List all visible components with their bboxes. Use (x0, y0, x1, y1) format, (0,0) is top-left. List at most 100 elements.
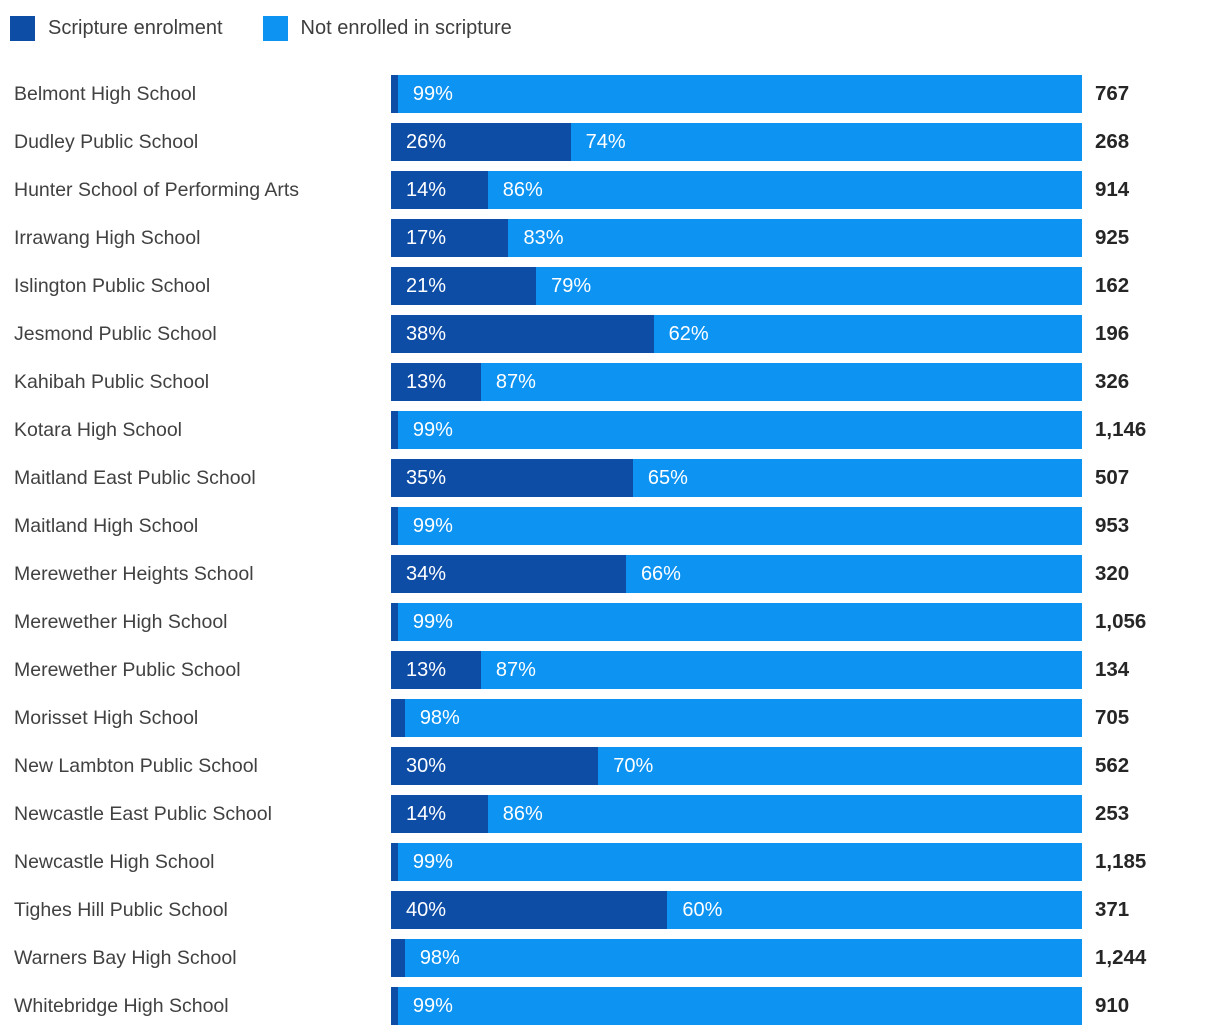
school-label: Merewether High School (14, 610, 228, 633)
table-row: Hunter School of Performing Arts 14% 86%… (0, 166, 1220, 214)
school-label: New Lambton Public School (14, 754, 258, 777)
table-row: Maitland East Public School 35% 65% 507 (0, 454, 1220, 502)
scripture-bar-segment (391, 939, 405, 977)
table-row: Belmont High School 99% 767 (0, 70, 1220, 118)
table-row: Merewether Public School 13% 87% 134 (0, 646, 1220, 694)
not-enrolled-bar-segment: 99% (397, 507, 1082, 545)
scripture-bar-segment (391, 75, 398, 113)
school-label: Tighes Hill Public School (14, 898, 228, 921)
bar-track: 99% (391, 411, 1082, 449)
scripture-pct-label: 34% (406, 562, 447, 585)
total-enrolment-value: 253 (1095, 802, 1130, 825)
not-enrolled-pct-label: 98% (419, 706, 460, 729)
total-enrolment-value: 953 (1095, 514, 1130, 537)
scripture-bar-segment (391, 843, 398, 881)
scripture-bar-segment (391, 987, 398, 1025)
legend-label: Scripture enrolment (48, 16, 223, 39)
legend-item-not-enrolled: Not enrolled in scripture (262, 15, 512, 41)
scripture-bar-segment: 17% (391, 219, 509, 257)
bar-track: 99% (391, 507, 1082, 545)
table-row: Merewether High School 99% 1,056 (0, 598, 1220, 646)
bar-track: 38% 62% (391, 315, 1082, 353)
scripture-pct-label: 13% (406, 658, 447, 681)
total-enrolment-value: 914 (1095, 178, 1130, 201)
school-label: Islington Public School (14, 274, 211, 297)
scripture-bar-segment (391, 699, 405, 737)
total-enrolment-value: 562 (1095, 754, 1130, 777)
not-enrolled-pct-label: 98% (419, 946, 460, 969)
scripture-bar-segment: 30% (391, 747, 599, 785)
bar-track: 14% 86% (391, 171, 1082, 209)
scripture-legend-swatch-icon (10, 15, 35, 41)
not-enrolled-bar-segment: 83% (508, 219, 1082, 257)
scripture-bar-segment: 35% (391, 459, 633, 497)
school-label: Irrawang High School (14, 226, 201, 249)
legend-item-scripture: Scripture enrolment (10, 15, 223, 41)
total-enrolment-value: 1,185 (1095, 850, 1147, 873)
not-enrolled-bar-segment: 60% (667, 891, 1082, 929)
chart-legend: Scripture enrolment Not enrolled in scri… (0, 14, 1220, 42)
school-label: Maitland High School (14, 514, 199, 537)
school-label: Whitebridge High School (14, 994, 229, 1017)
not-enrolled-pct-label: 74% (585, 130, 626, 153)
total-enrolment-value: 925 (1095, 226, 1130, 249)
bar-track: 13% 87% (391, 363, 1082, 401)
not-enrolled-bar-segment: 86% (487, 795, 1082, 833)
bar-track: 98% (391, 939, 1082, 977)
not-enrolled-bar-segment: 98% (404, 699, 1082, 737)
bar-track: 34% 66% (391, 555, 1082, 593)
scripture-pct-label: 17% (406, 226, 447, 249)
not-enrolled-bar-segment: 79% (536, 267, 1082, 305)
scripture-pct-label: 30% (406, 754, 447, 777)
table-row: Warners Bay High School 98% 1,244 (0, 934, 1220, 982)
table-row: Merewether Heights School 34% 66% 320 (0, 550, 1220, 598)
scripture-bar-segment (391, 507, 398, 545)
table-row: Kahibah Public School 13% 87% 326 (0, 358, 1220, 406)
bar-track: 40% 60% (391, 891, 1082, 929)
not-enrolled-bar-segment: 62% (653, 315, 1082, 353)
not-enrolled-bar-segment: 98% (404, 939, 1082, 977)
bar-track: 99% (391, 987, 1082, 1025)
not-enrolled-pct-label: 60% (682, 898, 723, 921)
scripture-bar-segment: 34% (391, 555, 626, 593)
total-enrolment-value: 320 (1095, 562, 1130, 585)
scripture-bar-segment: 14% (391, 795, 488, 833)
school-label: Hunter School of Performing Arts (14, 178, 300, 201)
bar-track: 99% (391, 75, 1082, 113)
table-row: Newcastle High School 99% 1,185 (0, 838, 1220, 886)
table-row: Tighes Hill Public School 40% 60% 371 (0, 886, 1220, 934)
not-enrolled-pct-label: 99% (412, 610, 453, 633)
school-label: Kahibah Public School (14, 370, 210, 393)
not-enrolled-bar-segment: 86% (487, 171, 1082, 209)
school-label: Kotara High School (14, 418, 183, 441)
total-enrolment-value: 268 (1095, 130, 1130, 153)
scripture-pct-label: 26% (406, 130, 447, 153)
not-enrolled-pct-label: 86% (502, 178, 543, 201)
not-enrolled-legend-swatch-icon (262, 15, 288, 41)
not-enrolled-pct-label: 99% (412, 418, 453, 441)
total-enrolment-value: 910 (1095, 994, 1130, 1017)
not-enrolled-bar-segment: 87% (480, 363, 1082, 401)
table-row: Kotara High School 99% 1,146 (0, 406, 1220, 454)
school-label: Newcastle East Public School (14, 802, 272, 825)
not-enrolled-bar-segment: 70% (598, 747, 1082, 785)
not-enrolled-bar-segment: 65% (632, 459, 1082, 497)
scripture-pct-label: 14% (406, 178, 447, 201)
school-label: Maitland East Public School (14, 466, 256, 489)
not-enrolled-pct-label: 70% (613, 754, 654, 777)
not-enrolled-pct-label: 99% (412, 850, 453, 873)
total-enrolment-value: 767 (1095, 82, 1130, 105)
scripture-bar-segment (391, 411, 398, 449)
scripture-pct-label: 14% (406, 802, 447, 825)
not-enrolled-bar-segment: 87% (480, 651, 1082, 689)
scripture-bar-segment: 21% (391, 267, 537, 305)
not-enrolled-pct-label: 87% (495, 370, 536, 393)
school-label: Merewether Heights School (14, 562, 254, 585)
scripture-bar-segment (391, 603, 398, 641)
scripture-pct-label: 40% (406, 898, 447, 921)
not-enrolled-pct-label: 87% (495, 658, 536, 681)
bar-track: 99% (391, 603, 1082, 641)
not-enrolled-pct-label: 83% (523, 226, 564, 249)
legend-label: Not enrolled in scripture (300, 16, 512, 39)
school-label: Merewether Public School (14, 658, 241, 681)
